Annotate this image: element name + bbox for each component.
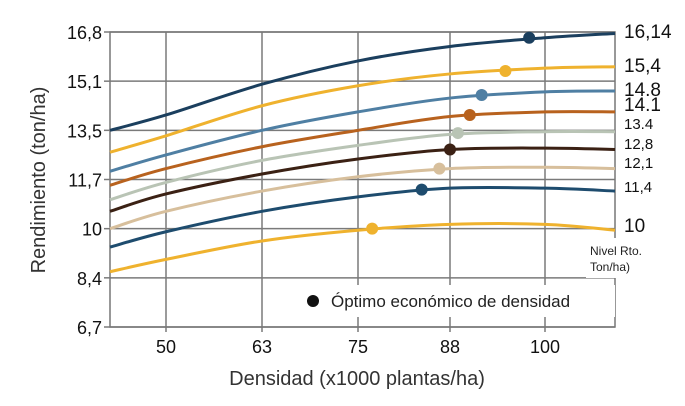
series-line-5 xyxy=(109,146,616,213)
legend-box xyxy=(293,285,615,317)
y-tick-label: 16,8 xyxy=(67,23,102,43)
series-end-label: 12,8 xyxy=(624,136,653,153)
series-line-4 xyxy=(109,129,616,202)
x-tick-label: 50 xyxy=(156,337,176,357)
legend-label: Óptimo económico de densidad xyxy=(331,292,570,311)
y-axis-title: Rendimiento (ton/ha) xyxy=(28,87,50,274)
optimum-point-6 xyxy=(433,162,446,175)
series-end-label: 11,4 xyxy=(624,179,652,196)
x-tick-label: 63 xyxy=(252,337,272,357)
series-end-label: 13.4 xyxy=(624,116,653,133)
series-end-label: 14.8 xyxy=(624,80,661,101)
annotation-line-2: Ton/ha) xyxy=(590,260,630,274)
optimum-point-1 xyxy=(499,65,512,78)
annotation-bg xyxy=(586,238,666,278)
optimum-point-3 xyxy=(463,108,476,121)
x-tick-label: 75 xyxy=(348,337,368,357)
legend: Óptimo económico de densidad xyxy=(293,285,615,317)
optimum-points xyxy=(366,31,536,235)
optimum-point-5 xyxy=(444,143,456,156)
y-tick-label: 13,5 xyxy=(67,121,102,141)
series-end-labels: 16,14 15,4 14.814.113.4 12,8 12,1 11,4 10 xyxy=(624,22,672,237)
series-line-8 xyxy=(109,222,616,274)
series-end-label: 10 xyxy=(624,216,645,237)
optimum-point-7 xyxy=(415,183,428,196)
annotation-line-1: Nivel Rto. xyxy=(590,244,642,258)
optimum-point-4 xyxy=(451,127,464,140)
series-line-1 xyxy=(109,65,616,154)
series-line-3 xyxy=(109,110,616,187)
optimum-point-0 xyxy=(523,31,536,44)
series-end-label: 15,4 xyxy=(624,56,661,77)
optimum-point-8 xyxy=(366,222,379,235)
series-lines xyxy=(109,31,616,274)
series-line-0 xyxy=(109,31,616,132)
annotation: Nivel Rto. Ton/ha) xyxy=(586,238,666,278)
x-axis-ticks: 50 63 75 88 100 xyxy=(156,337,560,357)
series-line-2 xyxy=(109,89,616,173)
series-line-6 xyxy=(109,165,616,231)
series-end-label: 12,1 xyxy=(624,155,653,172)
x-tick-label: 88 xyxy=(440,337,460,357)
y-tick-label: 11,7 xyxy=(68,171,102,191)
x-axis-title: Densidad (x1000 plantas/ha) xyxy=(229,368,485,390)
optimum-point-2 xyxy=(475,88,488,101)
y-tick-label: 10 xyxy=(82,220,102,240)
y-tick-label: 8,4 xyxy=(77,269,102,289)
x-tick-label: 100 xyxy=(530,337,560,357)
series-line-7 xyxy=(109,185,616,249)
series-end-label: 16,14 xyxy=(624,22,672,43)
y-tick-label: 6,7 xyxy=(77,318,102,338)
series-end-label: 14.1 xyxy=(624,95,661,116)
y-axis-ticks: 16,8 15,1 13,5 11,7 10 8,4 6,7 xyxy=(67,23,110,338)
y-tick-label: 15,1 xyxy=(67,72,102,92)
legend-marker-icon xyxy=(307,295,319,307)
